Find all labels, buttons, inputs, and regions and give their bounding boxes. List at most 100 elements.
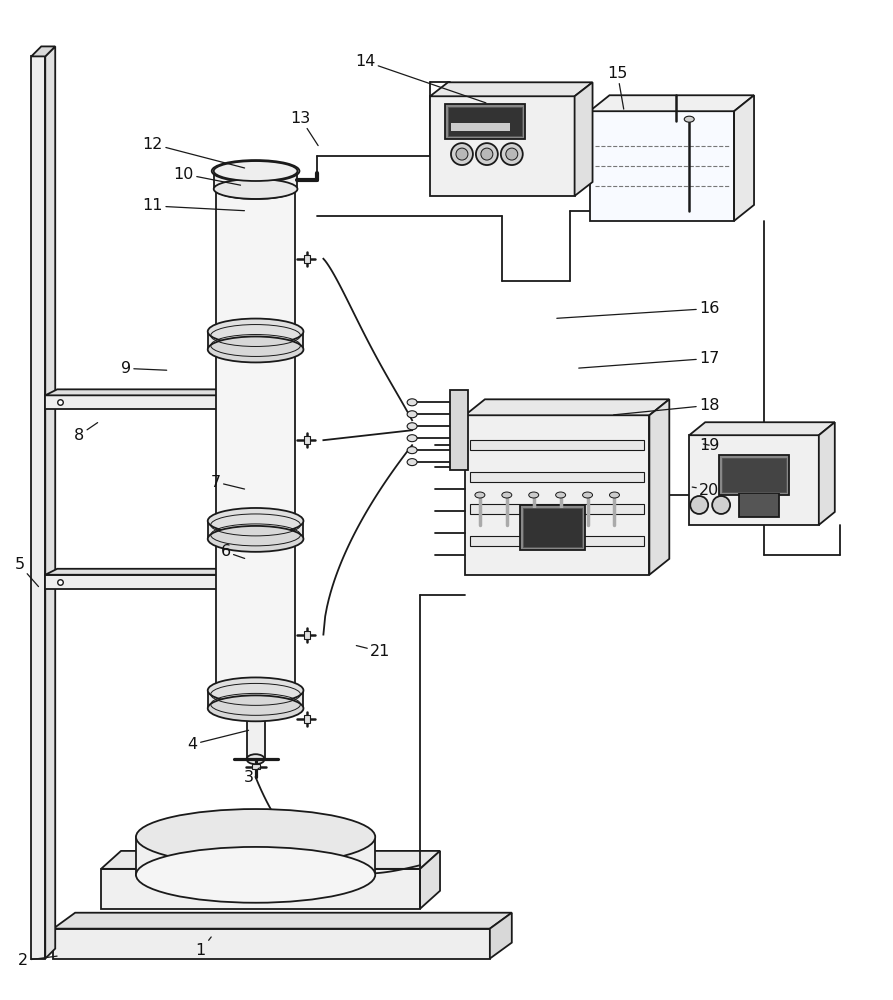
Polygon shape (470, 504, 645, 514)
Text: 20: 20 (692, 483, 719, 498)
Ellipse shape (216, 511, 296, 531)
Polygon shape (230, 389, 243, 409)
Polygon shape (213, 171, 297, 189)
Polygon shape (305, 436, 311, 444)
Polygon shape (46, 569, 243, 575)
Polygon shape (31, 56, 46, 959)
Text: 19: 19 (699, 438, 720, 453)
Text: 4: 4 (188, 730, 248, 752)
Ellipse shape (407, 459, 417, 466)
Ellipse shape (216, 322, 296, 341)
Polygon shape (689, 422, 835, 435)
Ellipse shape (208, 695, 304, 721)
Ellipse shape (610, 492, 620, 498)
Polygon shape (451, 123, 510, 131)
Polygon shape (470, 536, 645, 546)
Polygon shape (420, 851, 440, 909)
Ellipse shape (481, 148, 493, 160)
Polygon shape (252, 764, 260, 769)
Ellipse shape (529, 492, 538, 498)
Polygon shape (246, 708, 264, 759)
Polygon shape (305, 255, 311, 263)
Text: 9: 9 (121, 361, 167, 376)
Text: 18: 18 (613, 398, 720, 415)
Ellipse shape (407, 399, 417, 406)
Text: 17: 17 (579, 351, 720, 368)
Polygon shape (46, 395, 230, 409)
Polygon shape (46, 389, 243, 395)
Ellipse shape (216, 179, 296, 199)
Text: 14: 14 (355, 54, 486, 103)
Ellipse shape (208, 337, 304, 362)
Text: 3: 3 (244, 768, 259, 785)
Text: 2: 2 (18, 953, 57, 968)
Ellipse shape (713, 496, 730, 514)
Polygon shape (719, 455, 789, 495)
Polygon shape (208, 521, 304, 539)
Polygon shape (689, 435, 819, 525)
Text: 16: 16 (557, 301, 720, 318)
Polygon shape (216, 189, 296, 332)
Text: 8: 8 (74, 423, 97, 443)
Ellipse shape (501, 143, 522, 165)
Polygon shape (305, 631, 311, 639)
Polygon shape (649, 399, 670, 575)
Ellipse shape (451, 143, 473, 165)
Text: 11: 11 (143, 198, 245, 213)
Ellipse shape (505, 148, 518, 160)
Polygon shape (470, 440, 645, 450)
Ellipse shape (684, 116, 694, 122)
Ellipse shape (407, 435, 417, 442)
Ellipse shape (208, 677, 304, 703)
Ellipse shape (407, 447, 417, 454)
Ellipse shape (212, 160, 299, 182)
Ellipse shape (216, 340, 296, 359)
Ellipse shape (208, 526, 304, 552)
Polygon shape (470, 472, 645, 482)
Polygon shape (208, 332, 304, 349)
Polygon shape (734, 95, 754, 221)
Ellipse shape (456, 148, 468, 160)
Ellipse shape (216, 689, 296, 709)
Polygon shape (465, 399, 670, 415)
Text: 13: 13 (290, 111, 318, 146)
Polygon shape (31, 46, 55, 56)
Ellipse shape (582, 492, 593, 498)
Polygon shape (739, 493, 779, 517)
Ellipse shape (246, 754, 264, 764)
Polygon shape (216, 349, 296, 521)
Polygon shape (430, 82, 593, 96)
Ellipse shape (208, 319, 304, 344)
Ellipse shape (476, 143, 497, 165)
Polygon shape (589, 111, 734, 221)
Ellipse shape (213, 179, 297, 199)
Ellipse shape (407, 423, 417, 430)
Ellipse shape (213, 161, 297, 181)
Polygon shape (445, 104, 525, 139)
Polygon shape (819, 422, 835, 525)
Polygon shape (216, 539, 296, 699)
Polygon shape (574, 82, 593, 196)
Polygon shape (101, 851, 440, 869)
Polygon shape (54, 929, 490, 959)
Text: 12: 12 (143, 137, 245, 168)
Polygon shape (46, 46, 55, 959)
Polygon shape (490, 913, 512, 959)
Polygon shape (430, 96, 574, 196)
Ellipse shape (502, 492, 512, 498)
Polygon shape (465, 415, 649, 575)
Ellipse shape (136, 809, 375, 865)
Polygon shape (589, 95, 754, 111)
Polygon shape (208, 690, 304, 708)
Polygon shape (230, 569, 243, 589)
Polygon shape (448, 107, 522, 136)
Polygon shape (54, 913, 512, 929)
Text: 6: 6 (221, 544, 245, 559)
Polygon shape (522, 508, 581, 547)
Text: 10: 10 (173, 167, 240, 185)
Ellipse shape (690, 496, 708, 514)
Polygon shape (450, 390, 468, 470)
Ellipse shape (555, 492, 565, 498)
Polygon shape (101, 869, 420, 909)
Text: 15: 15 (607, 66, 628, 109)
